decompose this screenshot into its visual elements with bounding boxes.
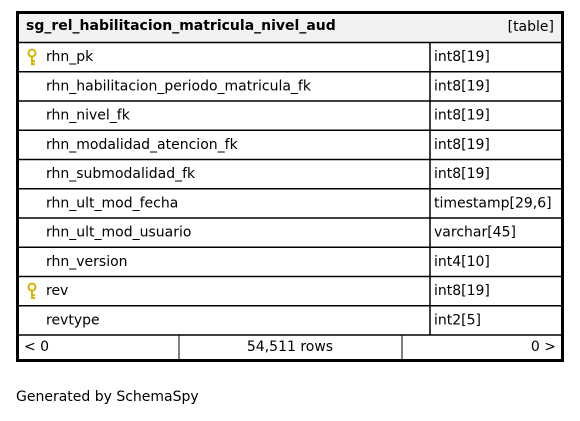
footer-children: 0 > [531,339,556,355]
column-name: rhn_ult_mod_usuario [46,225,191,241]
column-name: rhn_pk [46,49,94,65]
column-type: int4[10] [434,254,490,270]
footer-parents: < 0 [24,339,49,355]
column-name: rhn_version [46,254,128,270]
column-type: int8[19] [434,49,490,65]
column-type: timestamp[29,6] [434,195,552,211]
table-frame [16,11,564,362]
column-type: int8[19] [434,108,490,124]
column-type: varchar[45] [434,225,516,241]
column-name: rhn_submodalidad_fk [46,166,196,182]
table-header [19,14,561,42]
column-name: rhn_modalidad_atencion_fk [46,137,239,153]
column-name: rhn_habilitacion_periodo_matricula_fk [46,78,312,94]
column-type: int8[19] [434,166,490,182]
generated-by: Generated by SchemaSpy [16,389,199,405]
table-tag: [table] [508,19,554,35]
column-name: rhn_ult_mod_fecha [46,195,178,211]
column-name: rhn_nivel_fk [46,108,131,124]
column-type: int8[19] [434,283,490,299]
column-type: int8[19] [434,137,490,153]
column-type: int8[19] [434,78,490,94]
key-icon [31,290,35,300]
footer-rows: 54,511 rows [247,339,333,355]
column-type: int2[5] [434,312,481,328]
column-name: rev [46,283,68,299]
table-title: sg_rel_habilitacion_matricula_nivel_aud [26,18,336,34]
column-name: revtype [46,312,100,328]
key-icon [31,56,35,66]
